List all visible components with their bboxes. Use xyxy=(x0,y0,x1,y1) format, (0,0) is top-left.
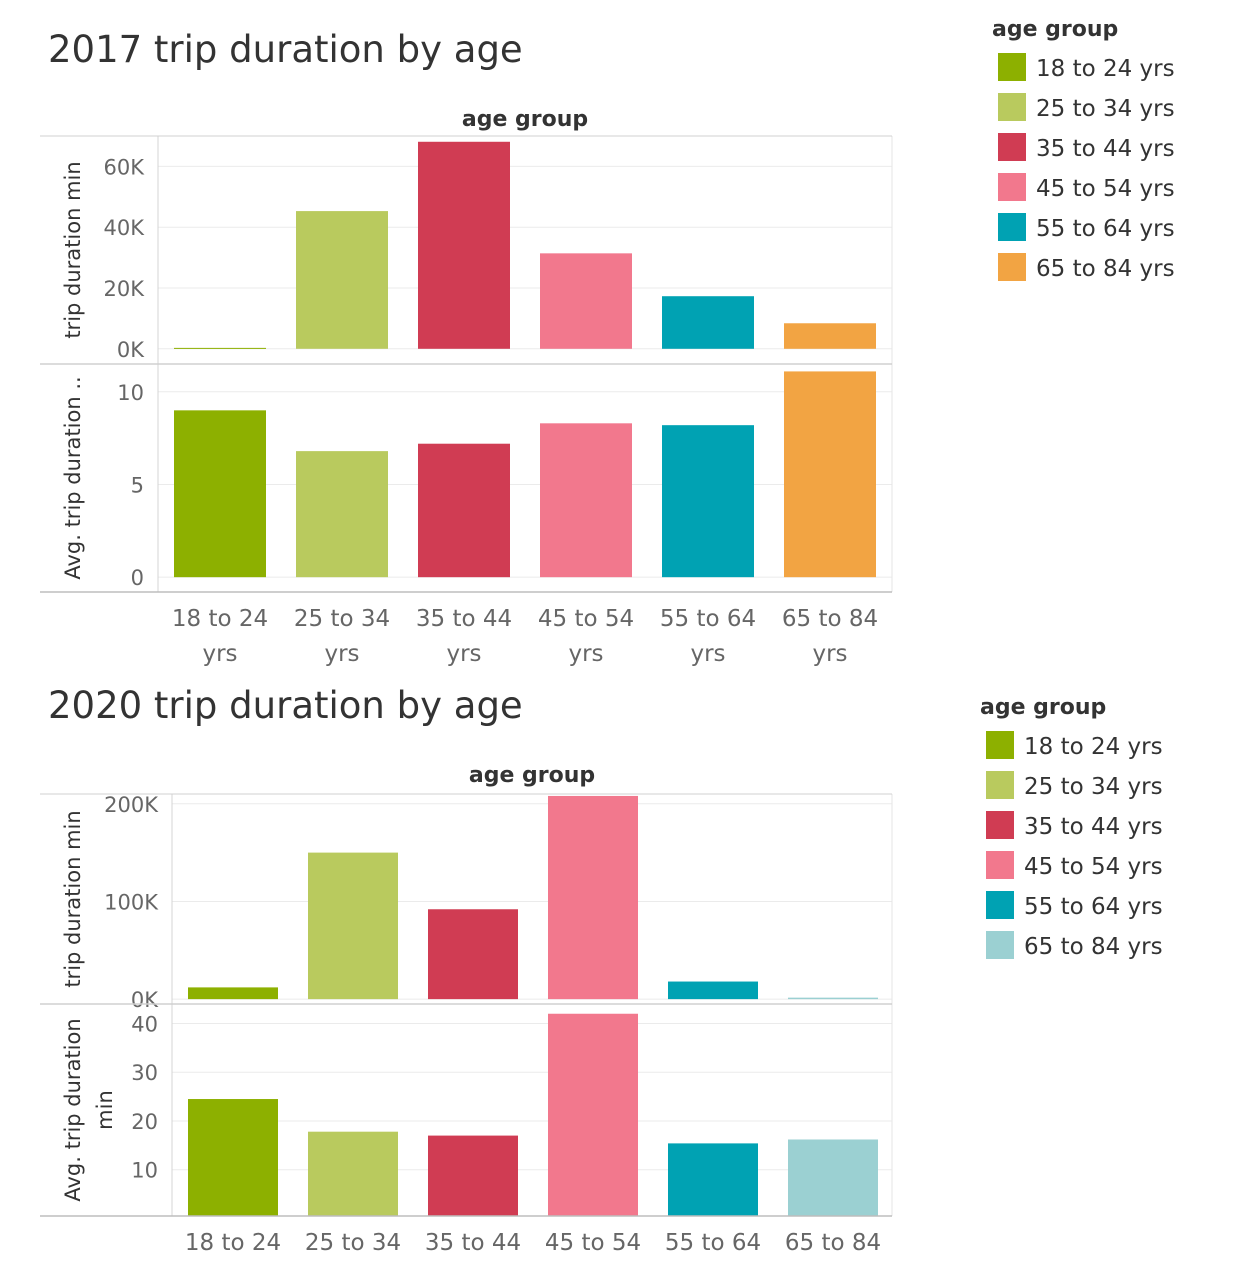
legend-swatch xyxy=(986,731,1014,759)
bar-0-0-5 xyxy=(784,323,876,349)
bar-0-1-5 xyxy=(784,371,876,578)
y-tick-label: 0 xyxy=(131,566,144,590)
x-tick-label: 18 to 24 xyxy=(185,1230,281,1256)
bar-1-1-1 xyxy=(308,1131,398,1216)
x-tick-label: yrs xyxy=(690,641,725,667)
y-tick-label: 20 xyxy=(131,1110,158,1134)
bar-1-1-0 xyxy=(188,1099,278,1216)
x-tick-label: 45 to 54 xyxy=(545,1230,641,1256)
x-tick-label: yrs xyxy=(202,641,237,667)
bar-1-1-3 xyxy=(548,1013,638,1216)
bar-0-1-0 xyxy=(174,410,266,578)
x-tick-label: yrs xyxy=(324,641,359,667)
x-tick-label: 45 to 54 xyxy=(538,606,634,632)
y-tick-label: 20K xyxy=(104,277,146,301)
bar-0-0-0 xyxy=(174,347,266,349)
legend-swatch xyxy=(986,931,1014,959)
column-header: age group xyxy=(462,107,588,132)
y-tick-label: 60K xyxy=(104,155,146,179)
bar-0-0-3 xyxy=(540,253,632,349)
legend-swatch xyxy=(998,53,1026,81)
legend-swatch xyxy=(998,213,1026,241)
legend-label: 25 to 34 yrs xyxy=(1036,96,1175,122)
legend-label: 55 to 64 yrs xyxy=(1024,894,1163,920)
x-tick-label: 35 to 44 xyxy=(416,606,512,632)
bar-1-0-3 xyxy=(548,795,638,1000)
y-tick-label: 0K xyxy=(117,338,145,362)
legend-label: 18 to 24 yrs xyxy=(1036,56,1175,82)
y-tick-label: 40 xyxy=(131,1012,158,1036)
legend-title: age group xyxy=(992,17,1118,42)
y-axis-title: trip duration min xyxy=(61,810,85,987)
x-tick-label: 25 to 34 xyxy=(305,1230,401,1256)
legend-label: 45 to 54 yrs xyxy=(1036,176,1175,202)
bar-0-1-4 xyxy=(662,425,754,578)
legend-label: 55 to 64 yrs xyxy=(1036,216,1175,242)
chart-2020: 2020 trip duration by age age group 0K 100K… xyxy=(40,684,1163,1256)
legend-label: 18 to 24 yrs xyxy=(1024,734,1163,760)
bar-1-0-2 xyxy=(428,909,518,1000)
legend-label: 35 to 44 yrs xyxy=(1036,136,1175,162)
x-tick-label: 65 to 84 xyxy=(785,1230,881,1256)
legend-swatch xyxy=(998,173,1026,201)
y-axis-title: Avg. trip duration xyxy=(61,1018,85,1201)
y-tick-label: 0K xyxy=(131,988,159,1012)
legend-swatch xyxy=(998,133,1026,161)
chart-2017: 2017 trip duration by age age group 0K 20K 4… xyxy=(40,17,1175,667)
y-tick-label: 100K xyxy=(104,890,159,914)
chart-title: 2017 trip duration by age xyxy=(48,28,523,71)
y-tick-label: 5 xyxy=(131,473,144,497)
legend-swatch xyxy=(998,93,1026,121)
bar-1-1-2 xyxy=(428,1135,518,1216)
legend-title: age group xyxy=(980,695,1106,720)
bar-0-1-3 xyxy=(540,423,632,578)
bar-0-0-2 xyxy=(418,141,510,349)
y-tick-label: 10 xyxy=(131,1159,158,1183)
x-tick-label: yrs xyxy=(446,641,481,667)
x-tick-label: 55 to 64 xyxy=(665,1230,761,1256)
column-header: age group xyxy=(469,763,595,788)
bar-1-0-1 xyxy=(308,852,398,1000)
chart-title: 2020 trip duration by age xyxy=(48,684,523,727)
y-tick-label: 10 xyxy=(117,381,144,405)
bar-1-0-5 xyxy=(788,997,878,1000)
bar-0-1-1 xyxy=(296,451,388,578)
x-tick-label: 55 to 64 xyxy=(660,606,756,632)
legend-swatch xyxy=(986,851,1014,879)
legend-swatch xyxy=(986,891,1014,919)
legend-label: 65 to 84 yrs xyxy=(1024,934,1163,960)
bar-1-1-4 xyxy=(668,1143,758,1216)
legend-swatch xyxy=(986,771,1014,799)
bar-0-0-1 xyxy=(296,211,388,349)
legend-label: 45 to 54 yrs xyxy=(1024,854,1163,880)
y-tick-label: 200K xyxy=(104,793,159,817)
x-tick-label: yrs xyxy=(812,641,847,667)
legend-label: 65 to 84 yrs xyxy=(1036,256,1175,282)
legend-label: 35 to 44 yrs xyxy=(1024,814,1163,840)
y-tick-label: 30 xyxy=(131,1061,158,1085)
x-tick-label: 18 to 24 xyxy=(172,606,268,632)
bar-0-1-2 xyxy=(418,443,510,578)
x-tick-label: 35 to 44 xyxy=(425,1230,521,1256)
x-tick-label: 25 to 34 xyxy=(294,606,390,632)
bar-1-0-4 xyxy=(668,981,758,1000)
x-tick-label: yrs xyxy=(568,641,603,667)
x-tick-label: 65 to 84 xyxy=(782,606,878,632)
y-axis-title: Avg. trip duration .. xyxy=(61,376,85,579)
legend-swatch xyxy=(986,811,1014,839)
legend-label: 25 to 34 yrs xyxy=(1024,774,1163,800)
bar-1-1-5 xyxy=(788,1139,878,1216)
legend-swatch xyxy=(998,253,1026,281)
y-axis-title: min xyxy=(93,1090,117,1130)
y-tick-label: 40K xyxy=(104,216,146,240)
y-axis-title: trip duration min xyxy=(61,161,85,338)
bar-1-0-0 xyxy=(188,987,278,1000)
bar-0-0-4 xyxy=(662,296,754,349)
